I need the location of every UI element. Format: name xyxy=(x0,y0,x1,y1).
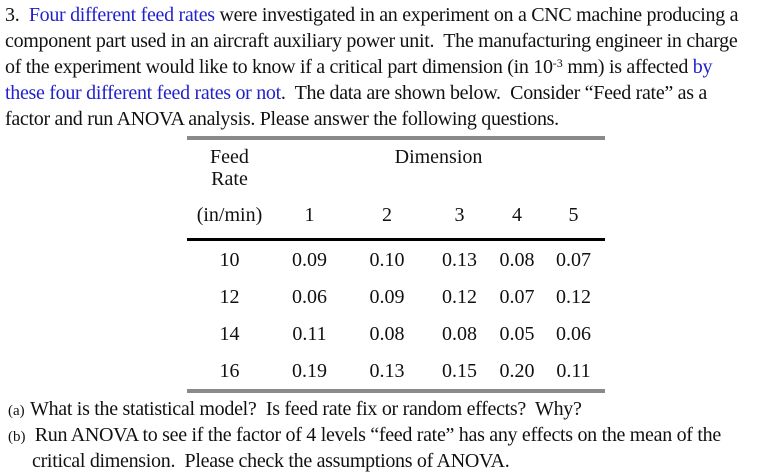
dimension-value-cell: 0.20 xyxy=(499,359,535,382)
text-line-4: these four different feed rates or not. … xyxy=(5,80,778,106)
dimension-value-cell: 0.05 xyxy=(499,322,535,345)
dimension-value-cell: 0.11 xyxy=(556,359,591,382)
feed-rate-header-line1: Feed xyxy=(210,146,249,168)
question-a: (a) What is the statistical model? Is fee… xyxy=(8,397,780,423)
text-line-5: factor and run ANOVA analysis. Please an… xyxy=(5,106,778,132)
questions-list: (a) What is the statistical model? Is fee… xyxy=(0,397,780,473)
dim-col-header-4: 4 xyxy=(492,192,542,241)
text-line-2: component part used in an aircraft auxil… xyxy=(5,28,778,54)
dimension-value-cell: 0.08 xyxy=(499,248,535,271)
table-row-feed-10: 10 0.09 0.10 0.13 0.08 0.07 xyxy=(187,240,605,279)
question-a-marker: (a) xyxy=(8,403,25,419)
data-table: Feed Dimension Rate (in/min) 1 2 3 4 5 1… xyxy=(187,136,606,393)
table-row-feed-16: 16 0.19 0.13 0.15 0.20 0.11 xyxy=(187,352,605,391)
dimension-value-cell: 0.11 xyxy=(292,322,327,345)
text-segment: were investigated in an experiment on a … xyxy=(214,4,739,26)
question-b-marker: (b) xyxy=(8,429,26,445)
text-segment: component part used in an aircraft auxil… xyxy=(5,30,738,52)
question-b-text-line2: critical dimension. Please check the ass… xyxy=(32,450,510,472)
unit-header: (in/min) xyxy=(187,192,272,241)
feed-rate-cell: 14 xyxy=(219,322,240,345)
feed-rate-cell: 12 xyxy=(219,285,240,308)
dimension-value-cell: 0.09 xyxy=(292,248,327,271)
dimension-value-cell: 0.07 xyxy=(499,285,535,308)
dimension-value-cell: 0.08 xyxy=(442,322,477,345)
question-number: 3. xyxy=(5,4,29,26)
text-segment: . The data are shown below. Consider “Fe… xyxy=(280,82,708,104)
dim-col-header-5: 5 xyxy=(542,192,606,241)
dimension-header: Dimension xyxy=(394,146,483,168)
feed-rate-cell: 10 xyxy=(219,248,240,271)
text-line-1: 3. Four different feed rates were invest… xyxy=(5,2,778,28)
dimension-value-cell: 0.12 xyxy=(556,285,592,308)
question-b-continuation: critical dimension. Please check the ass… xyxy=(32,449,780,473)
dim-col-header-3: 3 xyxy=(427,192,492,241)
dimension-value-cell: 0.13 xyxy=(369,359,405,382)
dimension-value-cell: 0.12 xyxy=(442,285,477,308)
dim-col-header-2: 2 xyxy=(347,192,427,241)
table-row-feed-14: 14 0.11 0.08 0.08 0.05 0.06 xyxy=(187,315,605,352)
dimension-value-cell: 0.15 xyxy=(442,359,477,382)
feed-rate-header-line2: Rate xyxy=(211,168,248,190)
text-segment: of the experiment would like to know if … xyxy=(5,56,553,78)
text-line-3: of the experiment would like to know if … xyxy=(5,54,778,80)
highlighted-text: by xyxy=(692,56,713,78)
dimension-value-cell: 0.10 xyxy=(369,248,405,271)
dimension-value-cell: 0.13 xyxy=(442,248,477,271)
table-header: Feed Dimension Rate (in/min) 1 2 3 4 5 xyxy=(187,138,606,241)
superscript-exponent: -3 xyxy=(552,56,563,70)
question-b-text-line1: Run ANOVA to see if the factor of 4 leve… xyxy=(30,424,722,446)
dimension-value-cell: 0.07 xyxy=(556,248,592,271)
highlighted-text: these four different feed rates or not xyxy=(5,82,281,104)
problem-statement: 3. Four different feed rates were invest… xyxy=(0,2,780,132)
dimension-value-cell: 0.19 xyxy=(292,359,327,382)
question-a-text: What is the statistical model? Is feed r… xyxy=(30,398,582,420)
dimension-value-cell: 0.09 xyxy=(369,285,405,308)
dim-col-header-1: 1 xyxy=(272,192,347,241)
table-body: 10 0.09 0.10 0.13 0.08 0.07 12 0.06 0.09… xyxy=(187,240,605,392)
dimension-value-cell: 0.06 xyxy=(292,285,327,308)
spacer-cell xyxy=(272,168,605,192)
table-row-feed-12: 12 0.06 0.09 0.12 0.07 0.12 xyxy=(187,278,605,315)
feed-rate-cell: 16 xyxy=(219,359,240,382)
dimension-value-cell: 0.06 xyxy=(556,322,592,345)
text-segment: factor and run ANOVA analysis. Please an… xyxy=(5,108,559,130)
text-segment: mm) is affected xyxy=(562,56,693,78)
question-b: (b) Run ANOVA to see if the factor of 4 … xyxy=(8,423,780,449)
dimension-value-cell: 0.08 xyxy=(369,322,405,345)
highlighted-text: Four different feed rates xyxy=(28,4,215,26)
